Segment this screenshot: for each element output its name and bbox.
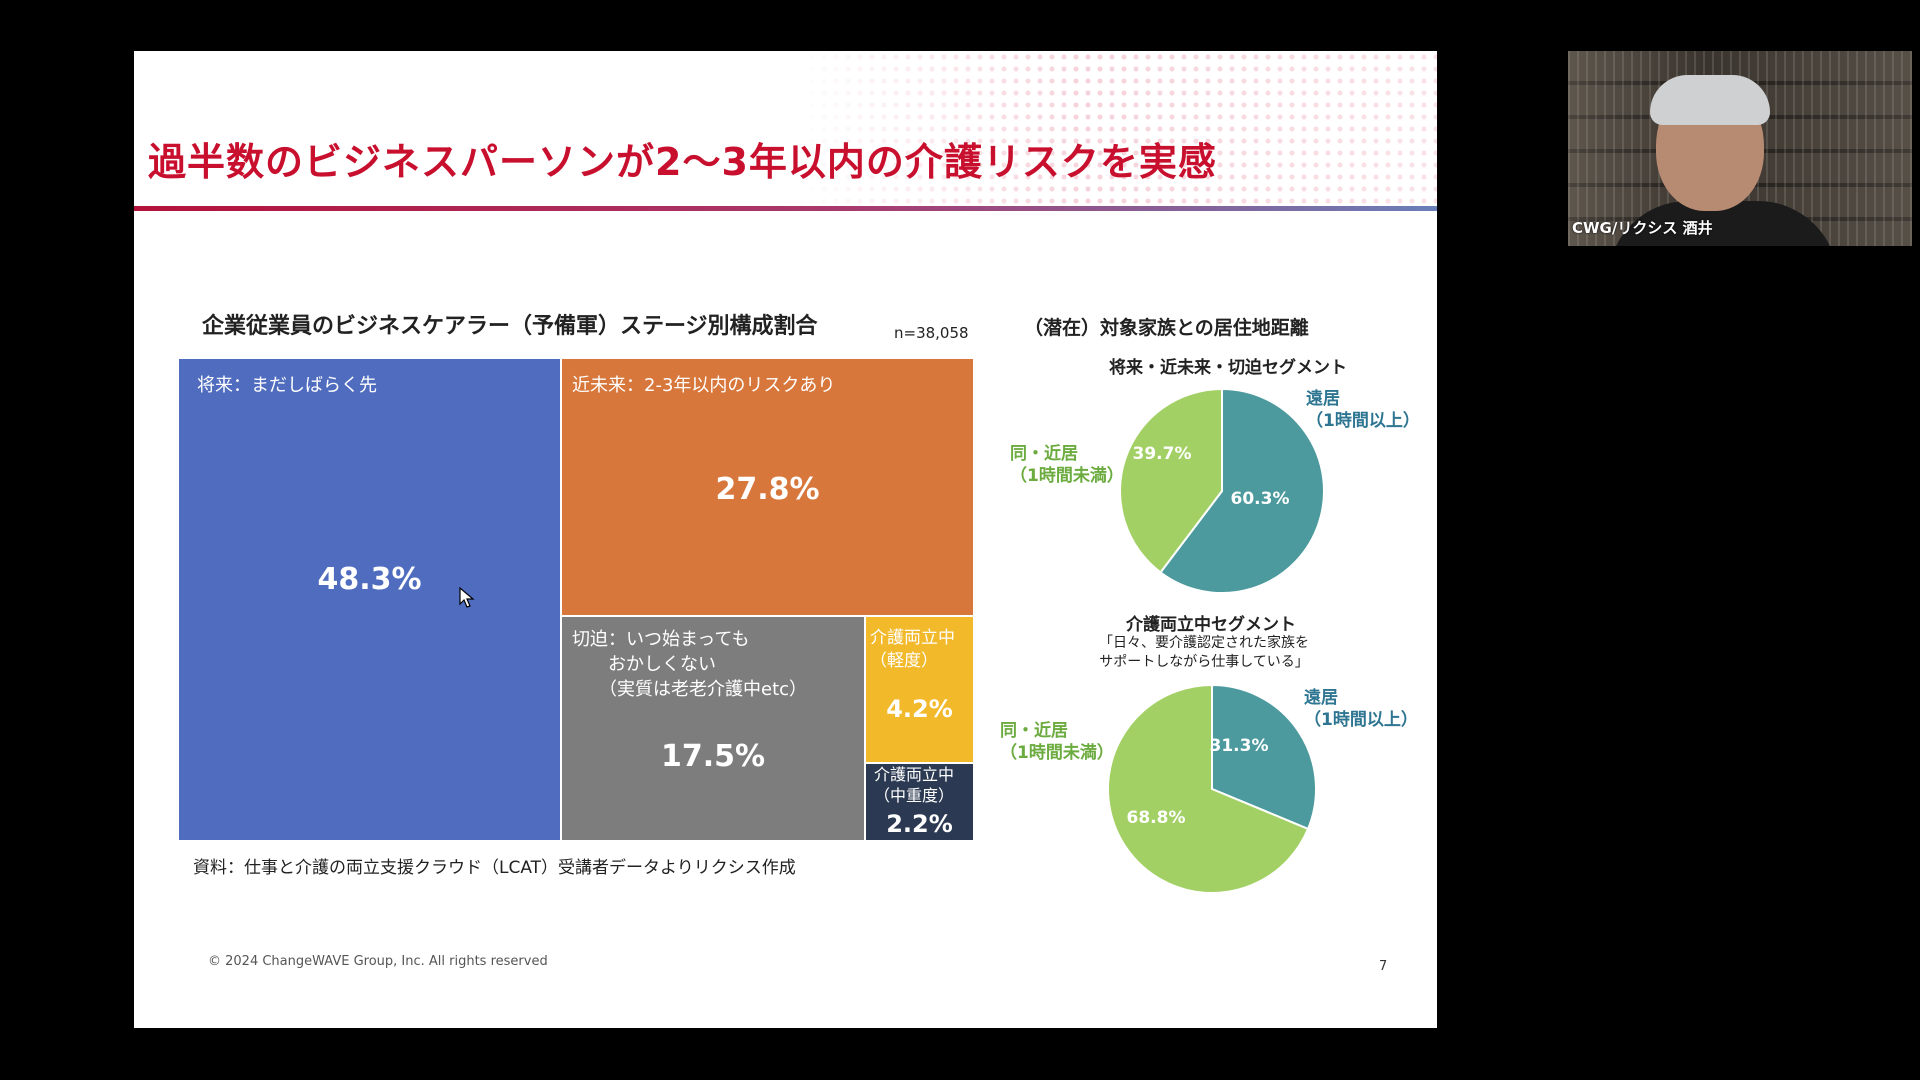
pie-bottom-near-pct: 68.8% <box>1127 808 1186 828</box>
page-number: 7 <box>1379 959 1388 974</box>
tile-imminent-label: 切迫：いつ始まっても おかしくない （実質は老老介護中etc） <box>572 629 808 700</box>
pie-bottom-title: 介護両立中セグメント <box>1126 615 1296 635</box>
tile-caregiving-severe: 介護両立中 （中重度） 2.2% <box>865 763 974 841</box>
tile-future-label: 将来：まだしばらく先 <box>197 375 377 396</box>
tile-near-future: 近未来：2-3年以内のリスクあり 27.8% <box>561 358 974 616</box>
slide-title: 過半数のビジネスパーソンが2〜3年以内の介護リスクを実感 <box>148 140 1217 184</box>
pie-bottom-near-label: 同・近居 （1時間未満） <box>1000 721 1114 763</box>
participant-name-label: CWG/リクシス 酒井 <box>1572 219 1713 237</box>
tile-near-future-label: 近未来：2-3年以内のリスクあり <box>572 375 836 396</box>
pie-bottom-near-slice <box>1107 683 1310 894</box>
pie-top-far-slice <box>1159 387 1325 594</box>
participant-hair <box>1650 75 1770 125</box>
tile-caregiving-severe-value: 2.2% <box>886 810 953 838</box>
pie-top-far-pct: 60.3% <box>1231 489 1290 509</box>
pie-bottom-subtitle: 「日々、要介護認定された家族を サポートしながら仕事している」 <box>1099 635 1309 670</box>
source-note: 資料：仕事と介護の両立支援クラウド（LCAT）受講者データよりリクシス作成 <box>193 858 796 878</box>
tile-imminent: 切迫：いつ始まっても おかしくない （実質は老老介護中etc） 17.5% <box>561 616 865 841</box>
pie-chart-top: 60.3% 39.7% <box>1119 387 1325 594</box>
copyright-footer: © 2024 ChangeWAVE Group, Inc. All rights… <box>208 954 548 969</box>
mouse-cursor-icon <box>459 587 475 608</box>
pie-chart-bottom: 31.3% 68.8% <box>1107 683 1317 894</box>
tile-future-value: 48.3% <box>317 562 422 597</box>
pie-top-title: 将来・近未来・切迫セグメント <box>1109 358 1347 378</box>
pie-bottom-far-pct: 31.3% <box>1210 736 1269 756</box>
participant-video-tile[interactable]: CWG/リクシス 酒井 <box>1568 51 1912 246</box>
pie-top-far-label: 遠居 （1時間以上） <box>1306 389 1420 431</box>
tile-caregiving-severe-label: 介護両立中 （中重度） <box>874 765 955 805</box>
pie-bottom-far-label: 遠居 （1時間以上） <box>1304 688 1418 730</box>
sample-size-label: n=38,058 <box>894 324 969 342</box>
treemap-title: 企業従業員のビジネスケアラー（予備軍）ステージ別構成割合 <box>202 314 818 339</box>
presentation-slide: 過半数のビジネスパーソンが2〜3年以内の介護リスクを実感 企業従業員のビジネスケ… <box>134 51 1437 1028</box>
tile-future: 将来：まだしばらく先 48.3% <box>178 358 561 841</box>
pie-bottom-far-slice <box>1211 683 1317 831</box>
tile-caregiving-light-value: 4.2% <box>886 695 953 723</box>
title-divider <box>134 206 1437 211</box>
pies-section-title: （潜在）対象家族との居住地距離 <box>1024 317 1309 339</box>
tile-near-future-value: 27.8% <box>715 472 820 507</box>
pie-top-near-slice <box>1119 387 1223 574</box>
pie-top-near-pct: 39.7% <box>1133 444 1192 464</box>
pie-top-near-label: 同・近居 （1時間未満） <box>1010 444 1124 486</box>
tile-caregiving-light-label: 介護両立中 （軽度） <box>870 628 955 671</box>
tile-caregiving-light: 介護両立中 （軽度） 4.2% <box>865 616 974 763</box>
tile-imminent-value: 17.5% <box>660 739 766 774</box>
